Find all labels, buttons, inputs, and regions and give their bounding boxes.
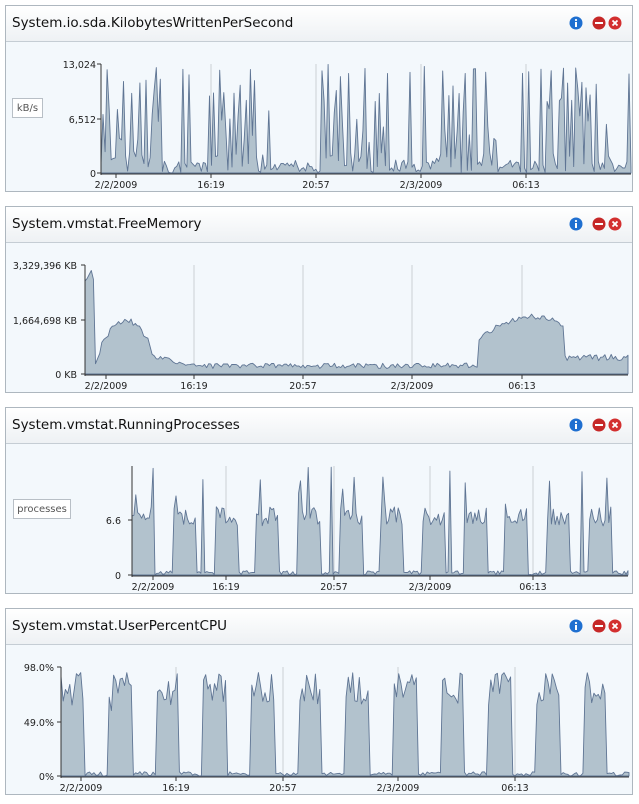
x-tick-label: 20:57 bbox=[289, 381, 316, 392]
y-tick-label: 3,329,396 KB bbox=[13, 261, 77, 272]
close-circle-icon[interactable] bbox=[608, 619, 622, 633]
y-tick-label: 1,664,698 KB bbox=[13, 316, 77, 327]
x-tick-label: 16:19 bbox=[197, 180, 224, 191]
x-tick-label: 20:57 bbox=[302, 180, 329, 191]
area-chart: 6.6 0 2/2/2009 16:19 20:57 2/3/2009 06:13 bbox=[106, 466, 629, 593]
close-circle-icon[interactable] bbox=[608, 418, 622, 432]
y-tick-label: 6,512 bbox=[69, 115, 96, 126]
x-tick-label: 06:13 bbox=[512, 180, 539, 191]
y-tick-label: 0 bbox=[90, 169, 96, 180]
series-area bbox=[131, 466, 629, 576]
area-chart: 3,329,396 KB 1,664,698 KB 0 KB 2/2/2009 16:1… bbox=[13, 261, 629, 392]
chart-panel-free-memory: System.vmstat.FreeMemory 3,329,396 KB 1,6… bbox=[5, 206, 633, 393]
x-tick-label: 2/3/2009 bbox=[377, 783, 420, 794]
close-circle-icon[interactable] bbox=[608, 16, 622, 30]
area-chart: 13,024 6,512 02/2/2009 16:19 20:57 2/3/2009 06… bbox=[63, 60, 632, 191]
series-area bbox=[60, 672, 630, 777]
panel-header: System.io.sda.KilobytesWrittenPerSecond bbox=[6, 6, 632, 42]
info-icon[interactable] bbox=[569, 418, 583, 432]
panel-header: System.vmstat.FreeMemory bbox=[6, 207, 632, 243]
x-tick-label: 06:13 bbox=[508, 381, 535, 392]
info-icon[interactable] bbox=[569, 16, 583, 30]
x-tick-label: 20:57 bbox=[320, 582, 347, 593]
y-tick-label: 0% bbox=[39, 772, 54, 783]
chart-panel-running-processes: System.vmstat.RunningProcesses processes… bbox=[5, 407, 633, 594]
x-tick-label: 16:19 bbox=[212, 582, 239, 593]
x-tick-label: 2/2/2009 bbox=[95, 180, 138, 191]
x-tick-label: 2/2/2009 bbox=[85, 381, 128, 392]
x-tick-label: 2/3/2009 bbox=[400, 180, 443, 191]
x-tick-label: 2/2/2009 bbox=[60, 783, 103, 794]
x-tick-label: 06:13 bbox=[519, 582, 546, 593]
x-tick-label: 2/3/2009 bbox=[391, 381, 434, 392]
info-icon[interactable] bbox=[569, 217, 583, 231]
area-chart: 98.0% 49.0% 0% 2/2/2009 16:19 20:57 2/3/2009 06… bbox=[24, 663, 630, 794]
info-icon[interactable] bbox=[569, 619, 583, 633]
chart-panel-io-writes: System.io.sda.KilobytesWrittenPerSecond … bbox=[5, 5, 633, 192]
panel-title: System.io.sda.KilobytesWrittenPerSecond bbox=[12, 15, 294, 31]
close-circle-icon[interactable] bbox=[608, 217, 622, 231]
x-tick-label: 16:19 bbox=[162, 783, 189, 794]
y-tick-label: 13,024 bbox=[63, 60, 96, 71]
minus-circle-icon[interactable] bbox=[592, 16, 606, 30]
x-tick-label: 2/2/2009 bbox=[132, 582, 175, 593]
x-tick-label: 2/3/2009 bbox=[409, 582, 452, 593]
y-tick-label: 0 bbox=[115, 571, 121, 582]
panel-title: System.vmstat.RunningProcesses bbox=[12, 417, 240, 433]
series-area bbox=[100, 63, 632, 174]
minus-circle-icon[interactable] bbox=[592, 619, 606, 633]
y-tick-label: 98.0% bbox=[24, 663, 54, 674]
panel-header: System.vmstat.UserPercentCPU bbox=[6, 609, 632, 645]
series-area bbox=[84, 270, 629, 375]
y-tick-label: 49.0% bbox=[24, 718, 54, 729]
y-tick-label: 0 KB bbox=[55, 370, 77, 381]
x-tick-label: 20:57 bbox=[269, 783, 296, 794]
unit-label: processes bbox=[13, 499, 71, 519]
chart-panel-user-cpu: System.vmstat.UserPercentCPU 98.0% 49.0% 0… bbox=[5, 608, 633, 795]
panel-header: System.vmstat.RunningProcesses bbox=[6, 408, 632, 444]
y-tick-label: 6.6 bbox=[106, 516, 121, 527]
x-tick-label: 06:13 bbox=[501, 783, 528, 794]
unit-label: kB/s bbox=[12, 98, 43, 118]
panel-title: System.vmstat.UserPercentCPU bbox=[12, 618, 227, 634]
minus-circle-icon[interactable] bbox=[592, 217, 606, 231]
panel-title: System.vmstat.FreeMemory bbox=[12, 216, 202, 232]
minus-circle-icon[interactable] bbox=[592, 418, 606, 432]
x-tick-label: 16:19 bbox=[180, 381, 207, 392]
